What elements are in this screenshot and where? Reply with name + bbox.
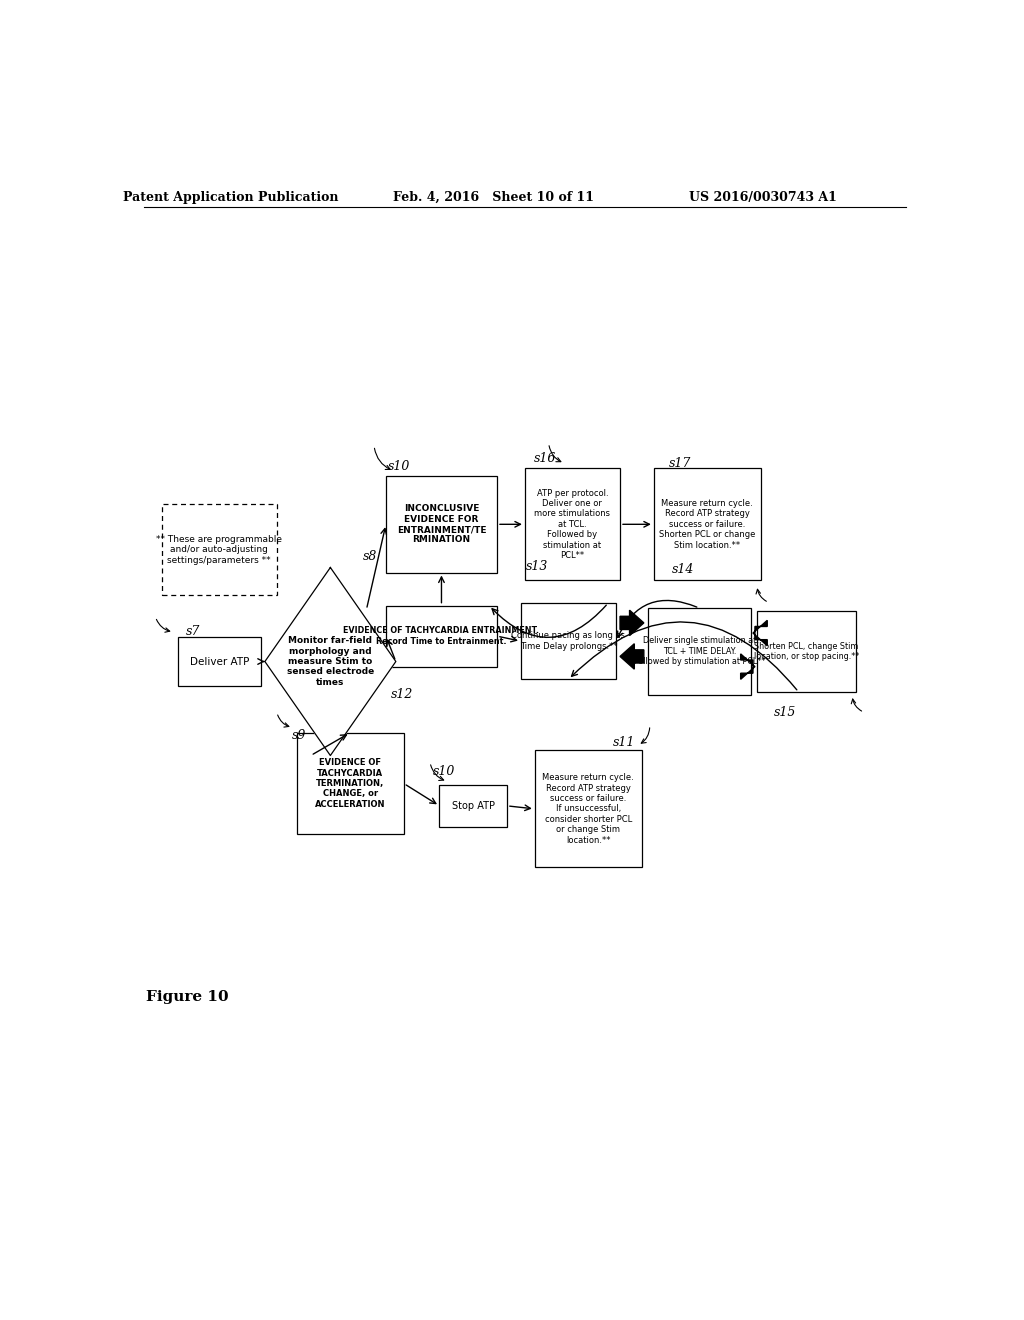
Polygon shape	[265, 568, 396, 755]
Text: Deliver single stimulation at
TCL + TIME DELAY.
Followed by stimulation at PCL**: Deliver single stimulation at TCL + TIME…	[634, 636, 765, 667]
FancyArrow shape	[753, 620, 767, 645]
Text: s13: s13	[525, 561, 548, 573]
FancyBboxPatch shape	[177, 638, 261, 686]
Text: Shorten PCL, change Stim
location, or stop pacing.**: Shorten PCL, change Stim location, or st…	[754, 642, 859, 661]
FancyBboxPatch shape	[439, 784, 507, 828]
Text: s10: s10	[433, 764, 455, 777]
Text: ATP per protocol.
Deliver one or
more stimulations
at TCL.
Followed by
stimulati: ATP per protocol. Deliver one or more st…	[535, 488, 610, 560]
Text: s7: s7	[186, 624, 201, 638]
Text: Feb. 4, 2016   Sheet 10 of 11: Feb. 4, 2016 Sheet 10 of 11	[392, 190, 594, 203]
Text: EVIDENCE OF TACHYCARDIA ENTRAINMENT.
Record Time to Entrainment.: EVIDENCE OF TACHYCARDIA ENTRAINMENT. Rec…	[343, 627, 540, 645]
FancyBboxPatch shape	[162, 504, 276, 595]
Text: s16: s16	[534, 451, 556, 465]
FancyBboxPatch shape	[521, 603, 616, 680]
FancyBboxPatch shape	[297, 733, 403, 834]
Text: Figure 10: Figure 10	[146, 990, 228, 1005]
Text: EVIDENCE OF
TACHYCARDIA
TERMINATION,
CHANGE, or
ACCELERATION: EVIDENCE OF TACHYCARDIA TERMINATION, CHA…	[315, 758, 385, 809]
Text: Measure return cycle.
Record ATP strategy
success or failure.
Shorten PCL or cha: Measure return cycle. Record ATP strateg…	[659, 499, 756, 549]
Text: s8: s8	[362, 550, 377, 564]
Text: Monitor far-field
morphology and
measure Stim to
sensed electrode
times: Monitor far-field morphology and measure…	[287, 636, 374, 686]
Text: s9: s9	[292, 729, 306, 742]
Text: Measure return cycle.
Record ATP strategy
success or failure.
If unsuccessful,
c: Measure return cycle. Record ATP strateg…	[543, 774, 634, 845]
Text: ** These are programmable
and/or auto-adjusting
settings/parameters **: ** These are programmable and/or auto-ad…	[157, 535, 283, 565]
Text: s15: s15	[774, 706, 797, 719]
Text: Stop ATP: Stop ATP	[452, 801, 495, 810]
FancyBboxPatch shape	[535, 751, 642, 867]
Text: s14: s14	[673, 562, 694, 576]
FancyBboxPatch shape	[386, 477, 497, 573]
FancyBboxPatch shape	[653, 469, 761, 581]
FancyBboxPatch shape	[524, 469, 620, 581]
Text: US 2016/0030743 A1: US 2016/0030743 A1	[689, 190, 837, 203]
FancyArrow shape	[740, 653, 755, 680]
FancyBboxPatch shape	[757, 611, 856, 692]
Text: s12: s12	[390, 688, 413, 701]
FancyBboxPatch shape	[386, 606, 497, 667]
Text: Deliver ATP: Deliver ATP	[189, 656, 249, 667]
FancyBboxPatch shape	[648, 609, 751, 694]
Text: s10: s10	[388, 459, 411, 473]
Text: s11: s11	[612, 737, 635, 750]
FancyArrow shape	[620, 610, 644, 636]
Text: Patent Application Publication: Patent Application Publication	[124, 190, 339, 203]
Text: s17: s17	[669, 457, 691, 470]
Text: Continue pacing as long as
Time Delay prolongs.**: Continue pacing as long as Time Delay pr…	[511, 631, 626, 651]
FancyArrow shape	[620, 644, 644, 669]
Text: INCONCLUSIVE
EVIDENCE FOR
ENTRAINMENT/TE
RMINATION: INCONCLUSIVE EVIDENCE FOR ENTRAINMENT/TE…	[396, 504, 486, 544]
